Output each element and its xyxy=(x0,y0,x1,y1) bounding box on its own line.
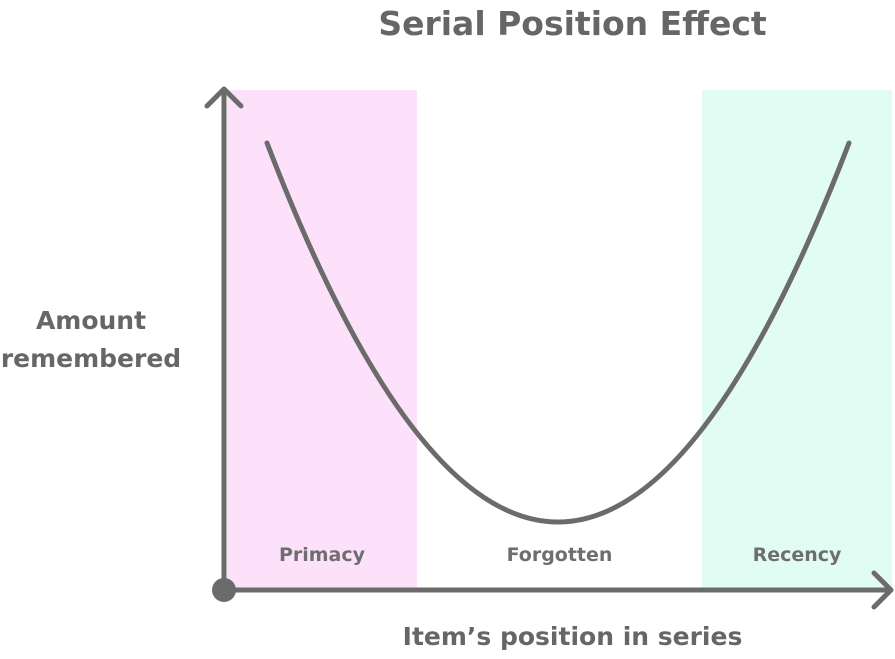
y-axis-label: Amount remembered xyxy=(0,302,182,378)
recency-region xyxy=(702,90,892,588)
origin-dot xyxy=(212,578,236,602)
y-axis-label-line1: Amount xyxy=(35,306,147,335)
diagram-title: Serial Position Effect xyxy=(378,4,767,43)
primacy-label: Primacy xyxy=(278,544,366,566)
recency-label: Recency xyxy=(752,544,842,566)
memory-curve xyxy=(264,140,852,525)
forgotten-label: Forgotten xyxy=(506,544,613,566)
y-axis-arrowhead xyxy=(204,86,244,109)
x-axis-label: Item’s position in series xyxy=(402,622,743,651)
x-axis-arrowhead xyxy=(871,570,894,610)
y-axis-label-line2: remembered xyxy=(0,344,182,373)
primacy-region xyxy=(227,90,417,588)
